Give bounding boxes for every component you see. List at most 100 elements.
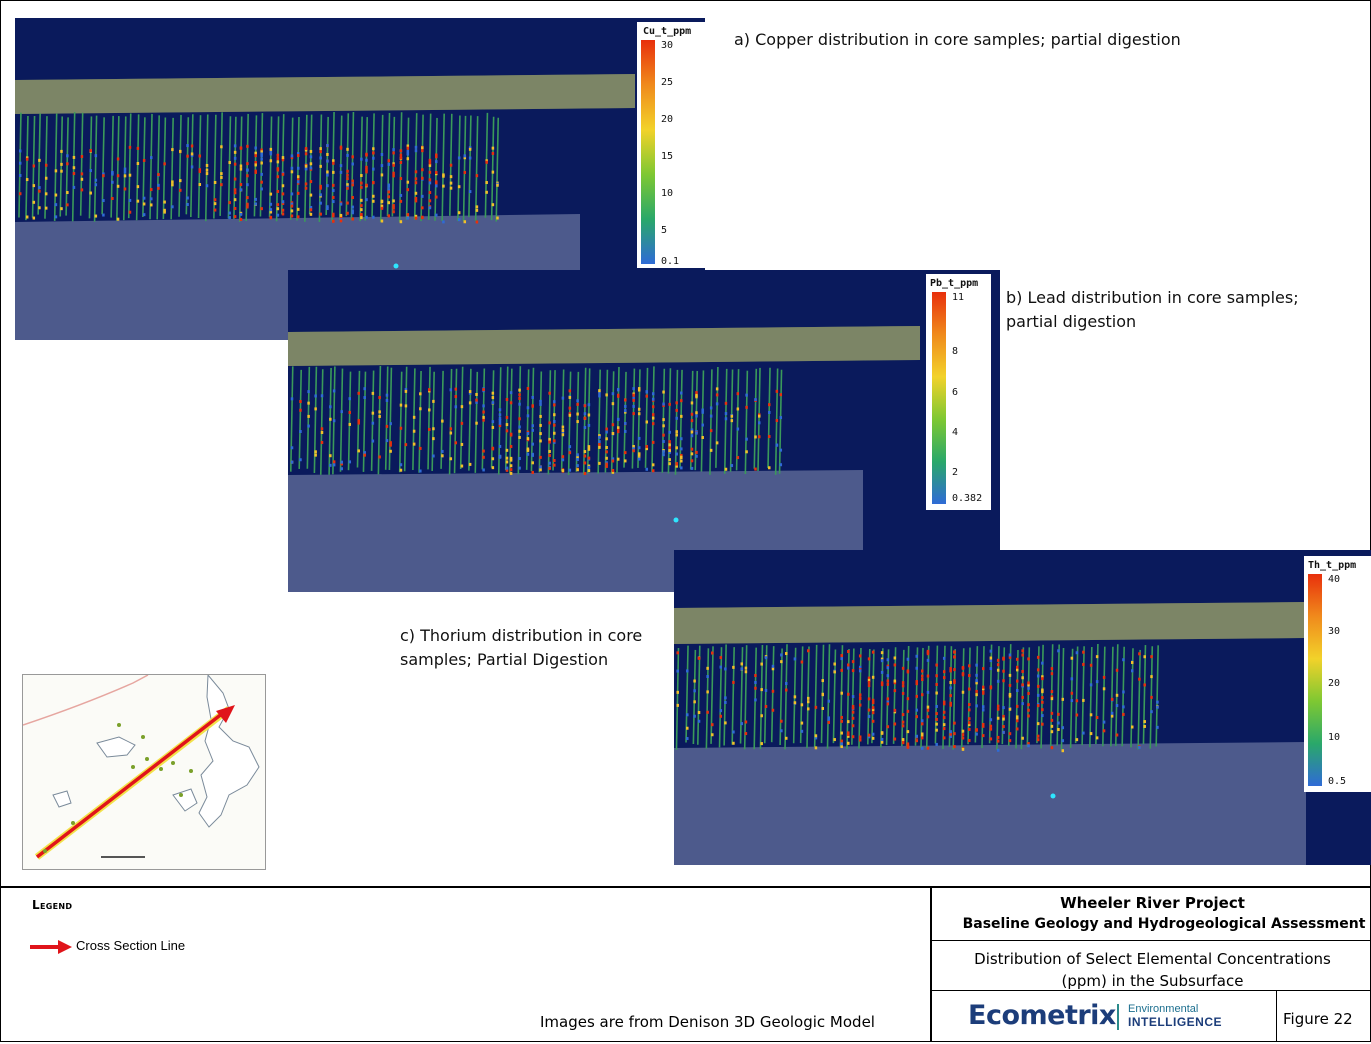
sample-value-dot <box>228 216 231 220</box>
sample-value-dot <box>975 728 978 732</box>
sample-value-dot <box>518 425 521 429</box>
lead-caption: b) Lead distribution in core samples; pa… <box>1006 286 1299 334</box>
sample-value-dot <box>598 389 601 393</box>
sample-value-dot <box>754 467 757 471</box>
drillhole-trace <box>778 369 783 474</box>
sample-value-dot <box>491 151 495 155</box>
sample-value-dot <box>1115 733 1119 737</box>
sample-value-dot <box>326 152 329 156</box>
thorium-tick: 0.5 <box>1328 776 1347 787</box>
project-title: Wheeler River Project <box>1060 894 1245 912</box>
sample-value-dot <box>339 202 343 206</box>
drillhole-trace <box>398 371 403 473</box>
sample-value-dot <box>44 176 48 180</box>
sample-value-dot <box>190 152 194 156</box>
sample-value-dot <box>906 709 910 713</box>
sample-value-dot <box>901 684 905 688</box>
sample-value-dot <box>233 198 237 202</box>
sample-value-dot <box>1050 695 1054 699</box>
drillhole-trace <box>59 116 64 217</box>
sample-value-dot <box>309 149 313 153</box>
sample-value-dot <box>66 203 69 207</box>
sample-value-dot <box>611 459 615 463</box>
sample-value-dot <box>329 405 332 409</box>
sample-value-dot <box>348 397 352 401</box>
sample-value-dot <box>676 651 679 655</box>
sample-value-dot <box>754 435 757 439</box>
sample-value-dot <box>651 392 655 396</box>
sample-value-dot <box>387 159 391 163</box>
sample-value-dot <box>498 418 502 422</box>
sample-value-dot <box>457 218 461 222</box>
drillhole-trace <box>1110 646 1114 747</box>
sample-value-dot <box>290 460 294 464</box>
sample-value-dot <box>616 428 620 432</box>
sample-value-dot <box>775 443 779 447</box>
sample-value-dot <box>332 460 336 464</box>
sample-value-dot <box>414 181 418 185</box>
drillhole-trace <box>753 368 758 469</box>
drillhole-trace <box>289 366 294 472</box>
sample-value-dot <box>651 413 655 417</box>
sample-value-dot <box>754 686 757 690</box>
sample-value-dot <box>587 403 591 407</box>
sample-value-dot <box>736 427 740 431</box>
logo-wordmark: Ecometrix <box>968 1000 1116 1031</box>
sample-value-dot <box>399 160 403 164</box>
sample-value-dot <box>116 157 120 161</box>
sample-value-dot <box>668 450 671 454</box>
sample-value-dot <box>276 175 280 179</box>
lead-colorbar-title: Pb_t_ppm <box>930 278 979 289</box>
drillhole-trace <box>457 115 461 222</box>
sample-value-dot <box>435 195 438 199</box>
sample-value-dot <box>404 389 408 393</box>
drillhole-trace <box>604 369 609 473</box>
sample-value-dot <box>296 215 300 219</box>
sample-value-dot <box>526 447 530 451</box>
sample-value-dot <box>281 172 285 176</box>
sample-value-dot <box>1130 660 1134 664</box>
lead-tick: 4 <box>952 427 959 438</box>
sample-value-dot <box>949 694 952 698</box>
drillhole-trace <box>637 369 641 468</box>
sample-value-dot <box>509 432 513 436</box>
sample-value-dot <box>949 701 952 705</box>
sample-value-dot <box>840 739 843 743</box>
sample-value-dot <box>668 446 671 450</box>
satellite-imagery-shade <box>288 326 920 366</box>
sample-value-dot <box>926 746 930 750</box>
drillhole-trace <box>345 113 350 217</box>
sample-value-dot <box>239 146 243 150</box>
sample-value-dot <box>32 184 36 188</box>
drillhole-trace <box>1049 644 1054 747</box>
sample-value-dot <box>432 427 435 431</box>
sample-value-dot <box>220 172 223 176</box>
sample-value-dot <box>587 456 591 460</box>
sample-value-dot <box>760 742 763 746</box>
sample-value-dot <box>296 166 300 170</box>
sample-value-dot <box>372 181 375 185</box>
drillhole-trace <box>448 368 453 475</box>
drillhole-trace <box>427 366 431 470</box>
sample-value-dot <box>637 387 641 391</box>
sample-value-dot <box>662 433 665 437</box>
sample-value-dot <box>296 178 300 182</box>
sample-value-dot <box>553 463 556 467</box>
sample-value-dot <box>690 428 694 432</box>
drillhole-trace <box>328 368 332 475</box>
sample-value-dot <box>326 173 329 177</box>
sample-value-dot <box>1027 681 1030 685</box>
drillhole-trace <box>757 367 761 472</box>
sample-value-dot <box>526 437 530 441</box>
sample-value-dot <box>54 215 58 219</box>
sample-value-dot <box>72 155 76 159</box>
title-block <box>0 886 1371 1044</box>
sample-value-dot <box>329 417 332 421</box>
drillholes <box>18 112 500 224</box>
sample-value-dot <box>260 187 263 191</box>
source-note: Images are from Denison 3D Geologic Mode… <box>540 1013 875 1031</box>
sample-value-dot <box>1095 736 1099 740</box>
sample-value-dot <box>228 201 231 205</box>
sample-value-dot <box>662 390 665 394</box>
sample-value-dot <box>246 202 249 206</box>
